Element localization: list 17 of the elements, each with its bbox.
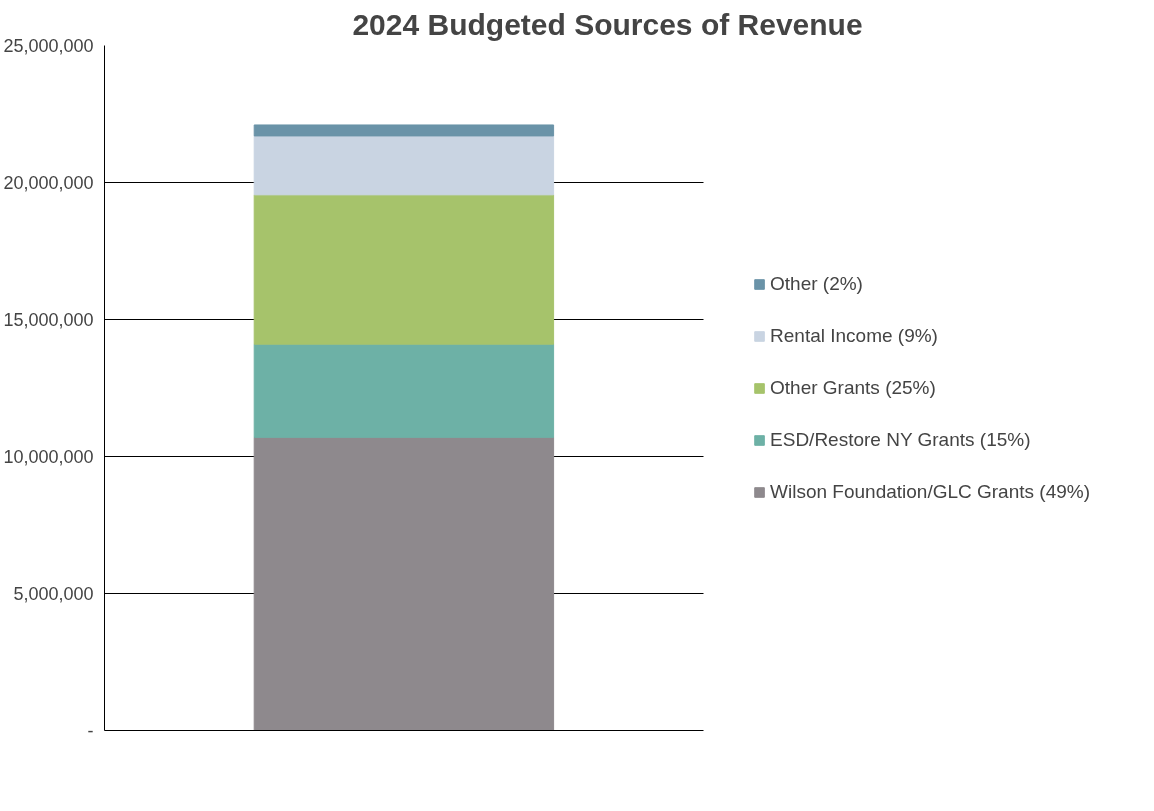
chart-title: 2024 Budgeted Sources of Revenue [352,7,863,41]
y-tick-label: 5,000,000 [13,584,94,604]
y-tick-label: 20,000,000 [3,173,94,193]
legend-label: ESD/Restore NY Grants (15%) [770,428,1031,451]
bar [253,124,555,137]
legend-label: Other Grants (25%) [770,376,936,399]
legend-label: Wilson Foundation/GLC Grants (49%) [770,480,1090,503]
bar [253,194,555,345]
y-tick-label: - [87,721,94,741]
bar [253,436,555,731]
bar [253,343,555,438]
legend-label: Rental Income (9%) [770,324,938,347]
y-tick-label: 10,000,000 [3,447,94,467]
y-tick-label: 15,000,000 [3,310,94,330]
y-tick-label: 25,000,000 [3,36,94,56]
legend-label: Other (2%) [770,272,863,295]
bar [253,135,555,196]
